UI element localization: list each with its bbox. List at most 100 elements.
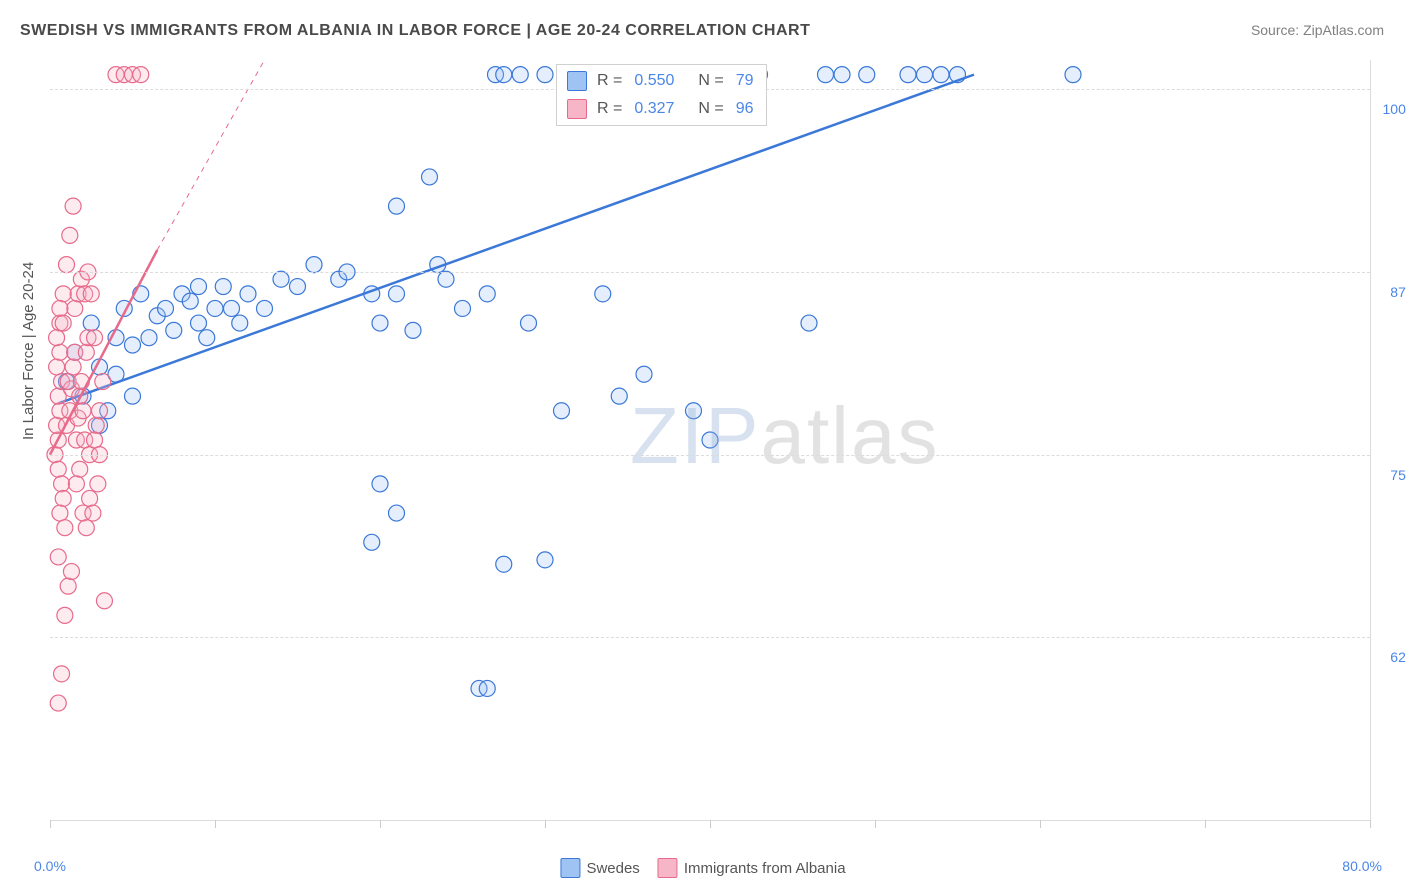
scatter-point-swedes	[158, 300, 174, 316]
scatter-point-albania	[83, 286, 99, 302]
scatter-point-albania	[96, 593, 112, 609]
y-tick-label: 87.5%	[1390, 284, 1406, 300]
scatter-point-albania	[75, 403, 91, 419]
y-axis-title: In Labor Force | Age 20-24	[20, 262, 37, 440]
scatter-point-albania	[59, 257, 75, 273]
scatter-point-swedes	[125, 388, 141, 404]
scatter-point-swedes	[232, 315, 248, 331]
scatter-point-albania	[49, 330, 65, 346]
scatter-point-albania	[65, 198, 81, 214]
x-tick	[875, 820, 876, 828]
scatter-point-albania	[57, 520, 73, 536]
stats-R-value: 0.550	[634, 72, 674, 90]
scatter-point-swedes	[290, 279, 306, 295]
scatter-point-albania	[88, 417, 104, 433]
scatter-point-swedes	[141, 330, 157, 346]
scatter-point-swedes	[537, 552, 553, 568]
scatter-point-swedes	[917, 67, 933, 83]
stats-N-value: 96	[736, 100, 754, 118]
scatter-point-albania	[87, 432, 103, 448]
scatter-point-swedes	[595, 286, 611, 302]
legend-swatch-albania	[658, 858, 678, 878]
y-tick-label: 75.0%	[1390, 467, 1406, 483]
legend-swatch-swedes	[560, 858, 580, 878]
scatter-point-swedes	[191, 279, 207, 295]
scatter-point-albania	[52, 505, 68, 521]
x-tick	[710, 820, 711, 828]
scatter-point-albania	[50, 695, 66, 711]
x-axis-min-label: 0.0%	[34, 858, 66, 874]
legend: Swedes Immigrants from Albania	[560, 858, 845, 878]
stats-swatch-albania	[567, 99, 587, 119]
scatter-point-albania	[52, 300, 68, 316]
scatter-point-albania	[78, 344, 94, 360]
scatter-point-albania	[95, 374, 111, 390]
scatter-point-albania	[78, 520, 94, 536]
scatter-point-albania	[90, 476, 106, 492]
chart-title: SWEDISH VS IMMIGRANTS FROM ALBANIA IN LA…	[20, 22, 810, 40]
scatter-point-swedes	[389, 286, 405, 302]
stats-panel: R =0.550N =79R =0.327N =96	[556, 64, 767, 126]
scatter-point-albania	[50, 549, 66, 565]
legend-item-albania: Immigrants from Albania	[658, 858, 846, 878]
scatter-point-swedes	[933, 67, 949, 83]
stats-N-label: N =	[698, 100, 723, 118]
scatter-point-albania	[65, 359, 81, 375]
scatter-point-swedes	[364, 534, 380, 550]
scatter-point-albania	[133, 67, 149, 83]
scatter-point-albania	[49, 359, 65, 375]
scatter-point-swedes	[479, 680, 495, 696]
scatter-point-swedes	[496, 556, 512, 572]
x-tick	[380, 820, 381, 828]
scatter-point-albania	[67, 300, 83, 316]
x-tick	[545, 820, 546, 828]
scatter-point-albania	[55, 286, 71, 302]
scatter-point-swedes	[554, 403, 570, 419]
scatter-point-swedes	[372, 476, 388, 492]
scatter-point-swedes	[389, 198, 405, 214]
scatter-point-albania	[72, 461, 88, 477]
scatter-point-albania	[92, 403, 108, 419]
scatter-point-swedes	[224, 300, 240, 316]
x-tick	[50, 820, 51, 828]
stats-N-label: N =	[698, 72, 723, 90]
scatter-point-swedes	[83, 315, 99, 331]
x-tick	[215, 820, 216, 828]
stats-R-label: R =	[597, 100, 622, 118]
scatter-point-swedes	[1065, 67, 1081, 83]
scatter-point-swedes	[125, 337, 141, 353]
y-tick-label: 100.0%	[1383, 101, 1406, 117]
chart-container: SWEDISH VS IMMIGRANTS FROM ALBANIA IN LA…	[0, 0, 1406, 892]
scatter-point-albania	[63, 564, 79, 580]
scatter-point-albania	[62, 227, 78, 243]
plot-area: ZIPatlas 62.5%75.0%87.5%100.0%	[50, 60, 1371, 821]
x-tick	[1040, 820, 1041, 828]
scatter-point-albania	[85, 505, 101, 521]
source-prefix: Source:	[1251, 22, 1303, 38]
scatter-point-swedes	[389, 505, 405, 521]
scatter-point-swedes	[702, 432, 718, 448]
source-attribution: Source: ZipAtlas.com	[1251, 22, 1384, 38]
scatter-point-albania	[55, 490, 71, 506]
trend-line-swedes	[58, 75, 974, 404]
scatter-point-swedes	[240, 286, 256, 302]
scatter-point-albania	[57, 607, 73, 623]
scatter-point-albania	[54, 666, 70, 682]
scatter-point-swedes	[801, 315, 817, 331]
scatter-point-albania	[82, 490, 98, 506]
x-axis-max-label: 80.0%	[1342, 858, 1382, 874]
scatter-point-swedes	[199, 330, 215, 346]
scatter-point-swedes	[306, 257, 322, 273]
scatter-point-swedes	[182, 293, 198, 309]
stats-N-value: 79	[736, 72, 754, 90]
scatter-point-swedes	[496, 67, 512, 83]
scatter-point-albania	[52, 344, 68, 360]
scatter-point-swedes	[422, 169, 438, 185]
legend-item-swedes: Swedes	[560, 858, 639, 878]
scatter-point-swedes	[372, 315, 388, 331]
scatter-point-swedes	[636, 366, 652, 382]
stats-R-value: 0.327	[634, 100, 674, 118]
scatter-point-albania	[68, 476, 84, 492]
scatter-point-albania	[87, 330, 103, 346]
scatter-point-swedes	[900, 67, 916, 83]
